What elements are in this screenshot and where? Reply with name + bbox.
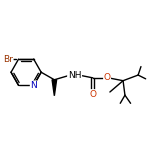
Text: NH: NH (68, 71, 81, 79)
Text: Br: Br (3, 55, 13, 64)
Text: O: O (89, 90, 96, 99)
Polygon shape (52, 80, 57, 96)
Text: N: N (30, 81, 37, 90)
Text: O: O (104, 73, 111, 82)
